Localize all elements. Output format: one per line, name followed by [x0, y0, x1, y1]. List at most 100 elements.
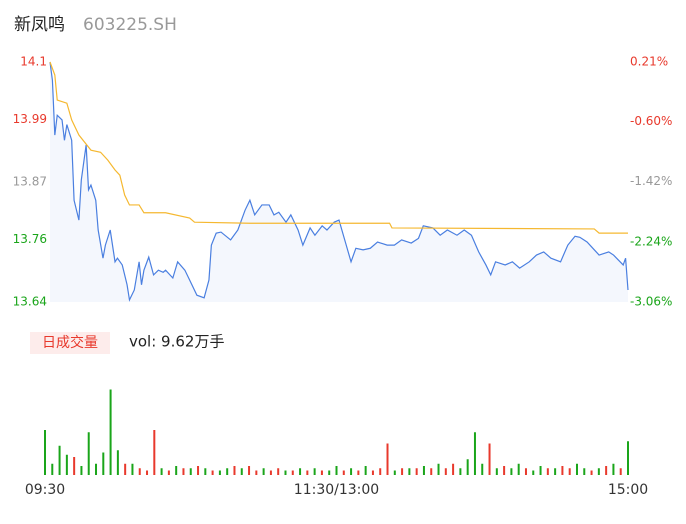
volume-bar	[452, 463, 455, 475]
volume-bar	[495, 468, 498, 475]
volume-bar	[488, 443, 491, 475]
volume-bar	[167, 470, 170, 475]
volume-bar	[277, 468, 280, 475]
volume-bar	[269, 470, 272, 475]
volume-bar	[131, 463, 134, 475]
volume-bar	[357, 470, 360, 475]
volume-bar	[554, 468, 557, 475]
volume-bar	[218, 470, 221, 475]
volume-label-bg	[30, 332, 110, 354]
volume-bar	[583, 468, 586, 475]
volume-bar	[328, 470, 331, 475]
y-tick-label: 13.87	[13, 175, 47, 189]
volume-bar	[109, 389, 112, 475]
volume-bar	[364, 466, 367, 475]
volume-bar	[546, 468, 549, 475]
volume-bar	[44, 430, 46, 475]
y-tick-label: 13.99	[13, 112, 47, 126]
price-area	[50, 62, 628, 302]
volume-bar	[342, 470, 345, 475]
volume-bar	[291, 470, 294, 475]
volume-bar	[539, 466, 542, 475]
volume-bar	[197, 466, 200, 475]
volume-bar	[211, 470, 214, 475]
volume-bar	[430, 468, 433, 475]
volume-bar	[233, 466, 236, 475]
volume-bar	[459, 468, 462, 475]
volume-bar	[437, 463, 440, 475]
volume-bar	[481, 463, 484, 475]
volume-bar	[335, 466, 338, 475]
volume-bar	[568, 468, 571, 475]
volume-bar	[80, 466, 83, 475]
volume-summary: vol: 9.62万手	[129, 333, 224, 351]
volume-bar	[204, 468, 207, 475]
volume-bar	[299, 468, 302, 475]
volume-bar	[605, 466, 608, 475]
volume-bar	[379, 468, 382, 475]
volume-bar	[226, 468, 229, 475]
volume-bar	[138, 468, 141, 475]
avg-line	[49, 61, 628, 234]
volume-bar	[124, 463, 127, 475]
volume-bar	[393, 470, 396, 475]
volume-bar	[306, 470, 309, 475]
volume-bar	[575, 463, 578, 475]
volume-bar	[473, 432, 476, 475]
volume-bar	[248, 466, 251, 475]
volume-bar	[146, 470, 149, 475]
price-line	[49, 61, 629, 302]
volume-bar	[160, 468, 163, 475]
y2-tick-label: -1.42%	[630, 174, 672, 188]
volume-bar	[532, 470, 535, 475]
volume-bar	[65, 454, 68, 475]
volume-bar	[561, 466, 564, 475]
x-tick-label: 11:30/13:00	[294, 482, 379, 498]
volume-bar	[240, 468, 243, 475]
volume-bar	[408, 468, 411, 475]
volume-bar	[524, 468, 527, 475]
volume-bar	[350, 468, 353, 475]
volume-bar	[320, 470, 323, 475]
volume-bar	[612, 463, 615, 475]
volume-bar	[422, 466, 425, 475]
volume-bar	[371, 470, 374, 475]
y2-tick-label: -3.06%	[630, 295, 672, 309]
volume-bar	[262, 468, 265, 475]
volume-bar	[313, 468, 316, 475]
y-tick-label: 13.64	[13, 295, 47, 309]
y2-tick-label: -2.24%	[630, 234, 672, 248]
y-tick-label: 13.76	[13, 232, 47, 246]
volume-bar	[58, 445, 61, 475]
volume-bar	[153, 430, 156, 475]
volume-bar	[255, 470, 258, 475]
volume-bar	[517, 463, 520, 475]
volume-bar	[590, 470, 593, 475]
volume-bar	[95, 463, 98, 475]
volume-bar	[175, 466, 178, 475]
y2-tick-label: 0.21%	[630, 55, 668, 69]
volume-bar	[284, 470, 287, 475]
y2-tick-label: -0.60%	[630, 114, 672, 128]
stock-name: 新凤鸣	[14, 15, 65, 35]
volume-bar	[444, 468, 447, 475]
x-tick-label: 09:30	[25, 482, 65, 498]
volume-bar	[510, 468, 513, 475]
x-tick-label: 15:00	[608, 482, 648, 498]
volume-bar	[503, 466, 506, 475]
volume-bar	[116, 450, 119, 475]
volume-bar	[73, 457, 76, 475]
volume-bar	[597, 468, 600, 475]
stock-code: 603225.SH	[83, 15, 177, 35]
volume-bar	[619, 468, 622, 475]
volume-bar	[415, 468, 418, 475]
volume-bar	[189, 468, 192, 475]
y-tick-label: 14.1	[20, 55, 47, 69]
volume-bar	[102, 452, 105, 475]
volume-bar	[401, 468, 404, 475]
volume-bar	[87, 432, 90, 475]
volume-bar	[627, 441, 629, 475]
volume-bar	[386, 443, 389, 475]
volume-bar	[466, 459, 469, 475]
